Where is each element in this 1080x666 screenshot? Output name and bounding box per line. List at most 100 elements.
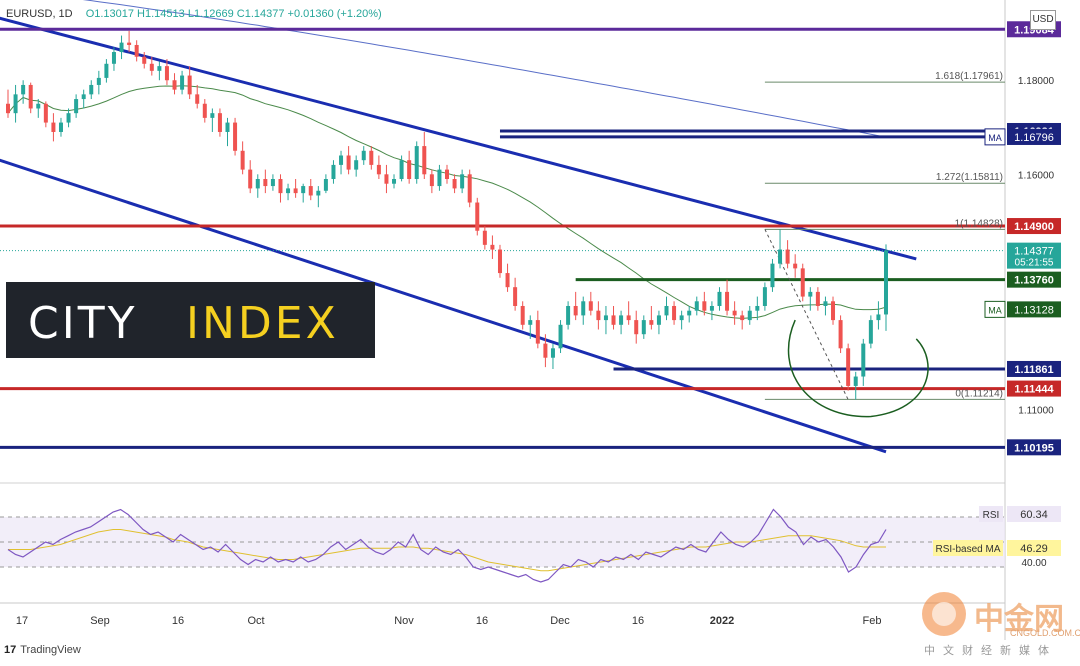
candle-body: [884, 250, 888, 315]
level-text-1.10195: 1.10195: [1014, 442, 1054, 454]
candle-body: [263, 179, 268, 187]
candle-body: [354, 160, 359, 170]
candle-body: [762, 287, 767, 306]
level-text-1.11861: 1.11861: [1014, 364, 1053, 376]
candle-body: [702, 301, 707, 311]
candle-body: [270, 179, 275, 187]
price-tick: 1.16000: [1018, 170, 1055, 181]
candle-body: [28, 84, 33, 109]
watermark-tagline: 中文财经新媒体: [924, 645, 1057, 657]
candle-body: [157, 66, 162, 71]
time-axis: 17 Sep 16 Oct Nov 16 Dec 16 2022 Feb: [16, 615, 882, 627]
level-text-1.11444: 1.11444: [1014, 384, 1054, 396]
candle-body: [172, 80, 177, 90]
watermark-brand: 中金网: [974, 603, 1064, 636]
candle-body: [240, 150, 245, 170]
candle-body: [13, 94, 18, 114]
candle-body: [581, 301, 586, 316]
time-tick: 16: [172, 615, 184, 627]
candle-body: [588, 301, 593, 311]
candle-body: [316, 190, 321, 196]
candle-body: [21, 84, 26, 95]
candle-body: [89, 84, 94, 95]
time-tick: Nov: [394, 615, 414, 627]
candle-body: [369, 150, 374, 165]
candle-body: [513, 287, 518, 306]
candle-body: [96, 77, 101, 85]
candle-body: [732, 310, 737, 316]
ma-tag-text: MA: [988, 305, 1002, 315]
candle-body: [868, 320, 873, 344]
candle-body: [119, 42, 124, 53]
time-tick: Dec: [550, 615, 570, 627]
candle-body: [626, 315, 631, 321]
candle-body: [755, 305, 760, 311]
fib-diagonal: [764, 229, 849, 400]
hand-drawn-circle: [787, 319, 929, 418]
candle-body: [293, 188, 298, 194]
candle-body: [528, 320, 533, 325]
city-index-logo: CITY INDEX: [6, 282, 375, 358]
candle-body: [800, 268, 805, 297]
currency-button[interactable]: USD: [1030, 10, 1056, 30]
candle-body: [187, 75, 192, 95]
candle-body: [43, 103, 48, 123]
price-label-text-1.14377: 1.14377: [1014, 246, 1054, 258]
candle-body: [36, 103, 41, 109]
candle-body: [149, 63, 154, 71]
candle-body: [853, 376, 858, 386]
candle-body: [134, 44, 139, 57]
cngold-logo-inner: [932, 602, 956, 626]
level-tag-1.13760: [1007, 271, 1061, 288]
candle-body: [58, 122, 63, 132]
candle-body: [823, 301, 828, 306]
candle-body: [399, 160, 404, 180]
price-tick: 1.18000: [1018, 76, 1055, 87]
ma-tag-text: MA: [988, 133, 1002, 143]
candle-body: [619, 315, 624, 325]
candle-body: [664, 305, 669, 316]
candle-body: [384, 174, 389, 184]
candle-body: [520, 305, 525, 325]
trend-channel: [0, 16, 917, 454]
rsi-tag-text: RSI: [983, 510, 1000, 521]
candle-body: [831, 301, 836, 321]
candle-body: [51, 122, 56, 132]
fib-label: 0(1.11214): [955, 388, 1003, 399]
level-text-1.13760: 1.13760: [1014, 275, 1054, 287]
candle-body: [233, 122, 238, 151]
candle-body: [407, 160, 412, 180]
time-tick: 16: [476, 615, 488, 627]
level-tag-1.10195: [1007, 439, 1061, 456]
candle-body: [505, 273, 510, 288]
candle-body: [127, 42, 132, 45]
rsi-line: [7, 508, 887, 583]
price-axis: 1.190841.169211.167961.149001.137601.118…: [984, 21, 1061, 456]
candle-body: [543, 343, 548, 358]
candle-body: [573, 305, 578, 316]
candle-body: [392, 179, 397, 184]
time-tick: 16: [632, 615, 644, 627]
candle-body: [414, 146, 419, 180]
rsi-band: [0, 517, 1005, 567]
candle-body: [66, 113, 71, 123]
candle-body: [331, 164, 336, 180]
fib-label: 1.618(1.17961): [935, 71, 1003, 82]
candle-body: [278, 179, 283, 194]
candle-body: [81, 94, 86, 100]
candle-body: [195, 94, 200, 104]
moving-averages: [7, 0, 887, 319]
candle-body: [111, 52, 116, 64]
rsi-tag-text: RSI-based MA: [935, 544, 1000, 555]
price-tick: 1.11000: [1018, 405, 1054, 416]
candle-body: [838, 320, 843, 349]
annotations: [787, 319, 929, 418]
tradingview-credit[interactable]: 17 TradingView: [4, 644, 81, 656]
fib-label: 1.272(1.15811): [936, 172, 1003, 183]
fib-extension: 1.618(1.17961) 1.272(1.15811) 1(1.14828) 0(…: [764, 71, 1005, 400]
candle-body: [467, 174, 472, 203]
channel-lower-line: [0, 158, 887, 454]
price-label-text-1.16796: 1.16796: [1014, 132, 1054, 144]
candle-body: [861, 343, 866, 377]
time-tick: Sep: [90, 615, 110, 627]
